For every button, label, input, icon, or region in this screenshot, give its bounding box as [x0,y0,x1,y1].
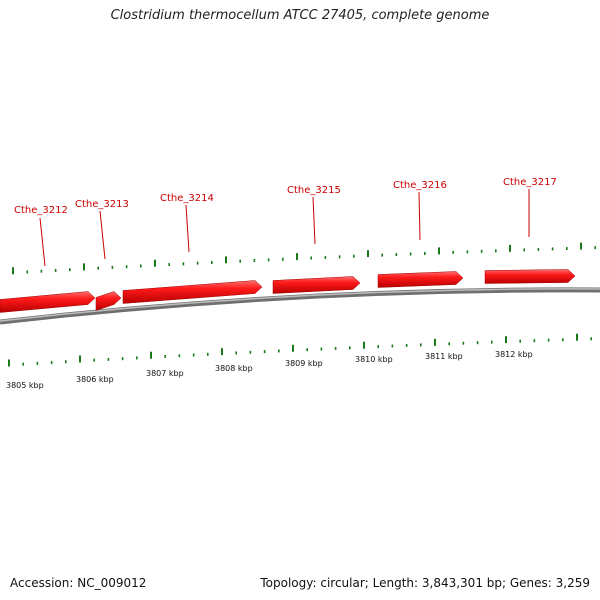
gene-leader-line [185,204,190,253]
gene-leader-line [418,191,421,241]
gene-label: Cthe_3215 [287,185,341,196]
genome-summary-text: Topology: circular; Length: 3,843,301 bp… [260,576,590,590]
gene-arrow [122,280,263,304]
gene-arrow [95,291,122,311]
gene-label: Cthe_3212 [14,205,68,216]
gene-label: Cthe_3217 [503,177,557,188]
genome-backbone [0,287,600,325]
axis-kbp-label: 3809 kbp [285,359,323,368]
gene-label: Cthe_3213 [75,199,129,210]
gene-label: Cthe_3214 [160,193,214,204]
gene-leader-line [312,196,316,245]
gene-arrow [484,269,576,284]
gene-leader-line [39,217,46,267]
gene-arrow [0,291,96,313]
gene-arrow [377,271,464,288]
gene-arrow [272,276,361,294]
axis-kbp-label: 3805 kbp [6,381,44,390]
axis-kbp-label: 3812 kbp [495,350,533,359]
accession-text: Accession: NC_009012 [10,576,147,590]
axis-kbp-label: 3808 kbp [215,364,253,373]
gene-leader-line [99,210,106,260]
axis-kbp-label: 3810 kbp [355,355,393,364]
axis-kbp-label: 3807 kbp [146,369,184,378]
genome-backbone-highlight [0,288,600,322]
axis-kbp-label: 3806 kbp [76,375,114,384]
gene-label: Cthe_3216 [393,180,447,191]
map-title: Clostridium thermocellum ATCC 27405, com… [110,8,490,23]
axis-kbp-label: 3811 kbp [425,352,463,361]
